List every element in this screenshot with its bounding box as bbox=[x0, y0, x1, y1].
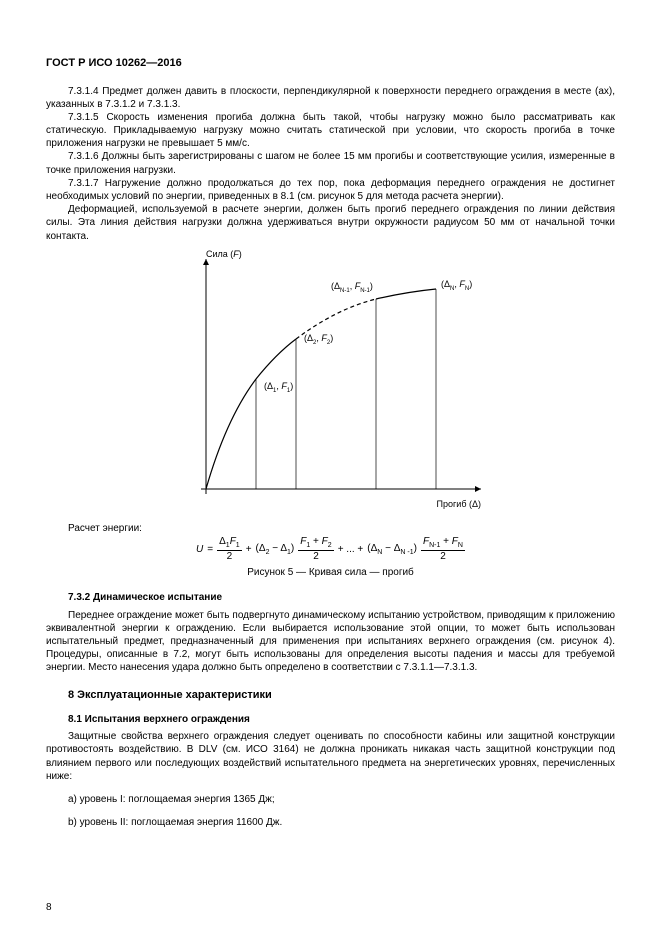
page-number: 8 bbox=[46, 901, 52, 914]
heading-8-1: 8.1 Испытания верхнего ограждения bbox=[46, 713, 615, 726]
formula-term-n-frac: FN-1 + FN 2 bbox=[421, 537, 465, 562]
chart-y-label-suffix: ) bbox=[238, 249, 241, 259]
svg-text:Сила (F): Сила (F) bbox=[206, 249, 242, 259]
formula-term-2-frac: F1 + F2 2 bbox=[298, 537, 333, 562]
formula-term-1: Δ1F1 2 bbox=[217, 537, 242, 562]
svg-text:Прогиб (Δ): Прогиб (Δ) bbox=[436, 499, 480, 509]
chart-point-n1-label: (ΔN-1, FN-1) bbox=[331, 281, 373, 294]
paragraph-7-3-2: Переднее ограждение может быть подвергну… bbox=[46, 609, 615, 675]
figure-5-caption: Рисунок 5 — Кривая сила — прогиб bbox=[46, 566, 615, 579]
paragraph-deformation: Деформацией, используемой в расчете энер… bbox=[46, 203, 615, 243]
document-title: ГОСТ Р ИСО 10262—2016 bbox=[46, 56, 615, 71]
heading-7-3-2: 7.3.2 Динамическое испытание bbox=[46, 591, 615, 604]
formula-term-2a: (Δ2 − Δ1) bbox=[256, 542, 295, 557]
list-item-b: b) уровень II: поглощаемая энергия 11600… bbox=[46, 816, 615, 829]
paragraph-7-3-1-7: 7.3.1.7 Нагружение должно продолжаться д… bbox=[46, 177, 615, 203]
paragraph-7-3-1-5: 7.3.1.5 Скорость изменения прогиба должн… bbox=[46, 111, 615, 151]
chart-y-label-prefix: Сила ( bbox=[206, 249, 233, 259]
force-deflection-curve: Сила (F) Прогиб (Δ) (Δ1, F1) (Δ2, F2) (Δ… bbox=[166, 249, 496, 514]
paragraph-7-3-1-4: 7.3.1.4 Предмет должен давить в плоскост… bbox=[46, 85, 615, 111]
paragraph-8-1: Защитные свойства верхнего ограждения сл… bbox=[46, 730, 615, 783]
formula-dots: + ... + bbox=[338, 543, 364, 556]
chart-x-label-suffix: ) bbox=[478, 499, 481, 509]
formula-term-n-a: (ΔN − ΔN -1) bbox=[367, 542, 417, 557]
energy-formula: U = Δ1F1 2 + (Δ2 − Δ1) F1 + F2 2 + ... +… bbox=[46, 537, 615, 562]
figure-5-chart: Сила (F) Прогиб (Δ) (Δ1, F1) (Δ2, F2) (Δ… bbox=[46, 249, 615, 518]
chart-point-2-label: (Δ2, F2) bbox=[304, 333, 333, 346]
formula-eq: = bbox=[207, 543, 213, 556]
chart-point-n-label: (ΔN, FN) bbox=[441, 279, 472, 292]
list-item-a: a) уровень I: поглощаемая энергия 1365 Д… bbox=[46, 793, 615, 806]
page: ГОСТ Р ИСО 10262—2016 7.3.1.4 Предмет до… bbox=[0, 0, 661, 936]
energy-calc-label: Расчет энергии: bbox=[46, 522, 615, 535]
chart-x-label-prefix: Прогиб ( bbox=[436, 499, 471, 509]
heading-8: 8 Эксплуатационные характеристики bbox=[46, 688, 615, 703]
chart-point-1-label: (Δ1, F1) bbox=[264, 381, 293, 394]
paragraph-7-3-1-6: 7.3.1.6 Должны быть зарегистрированы с ш… bbox=[46, 150, 615, 176]
formula-lhs: U bbox=[196, 543, 203, 556]
